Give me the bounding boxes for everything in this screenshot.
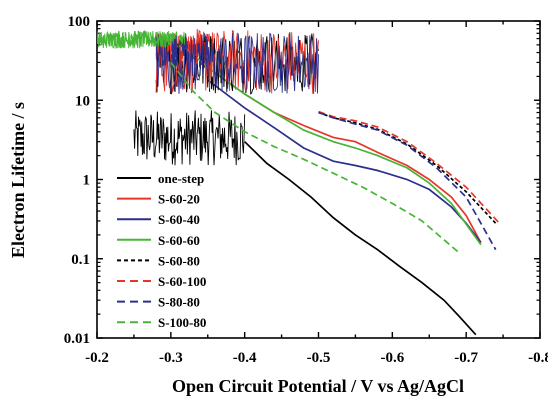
- legend-label-s-60-20: S-60-20: [158, 192, 200, 207]
- x-tick-label: -0.2: [85, 350, 109, 366]
- legend-label-s-60-40: S-60-40: [158, 212, 200, 227]
- legend-label-s-60-100: S-60-100: [158, 274, 206, 289]
- legend-label-s-60-60: S-60-60: [158, 233, 200, 248]
- series-line-s-80-80: [318, 111, 497, 251]
- series-s-60-80: [155, 32, 497, 224]
- y-tick-label: 0.1: [71, 252, 90, 268]
- x-axis-label: Open Circuit Potential / V vs Ag/AgCl: [172, 376, 464, 396]
- y-axis-label: Electron Lifetime / s: [8, 102, 28, 258]
- x-tick-label: -0.8: [528, 350, 548, 366]
- series-line-s-60-20: [214, 72, 482, 244]
- series-noise-one-step: [133, 110, 246, 166]
- tick-labels: -0.2 -0.3 -0.4 -0.5 -0.6 -0.7 -0.8 0.01 0.1 1 10 10…: [64, 14, 548, 366]
- y-tick-label: 10: [75, 93, 90, 109]
- series-line-s-60-100: [318, 110, 501, 224]
- y-tick-label: 100: [68, 14, 91, 30]
- x-tick-label: -0.7: [454, 350, 478, 366]
- series-s-80-80: [155, 31, 497, 251]
- series-noise-s-80-80: [155, 31, 319, 94]
- legend-label-s-60-80: S-60-80: [158, 253, 200, 268]
- x-tick-label: -0.6: [380, 350, 404, 366]
- y-tick-label: 1: [83, 173, 91, 189]
- legend-label-s-80-80: S-80-80: [158, 295, 200, 310]
- series-noise-s-100-80: [97, 29, 172, 49]
- y-tick-label: 0.01: [64, 331, 90, 347]
- series-one-step: [133, 110, 477, 336]
- series-line-s-60-60: [185, 47, 482, 246]
- series-line-s-100-80: [170, 61, 460, 254]
- legend: one-step S-60-20 S-60-40 S-60-60 S-60-80 S-60…: [117, 171, 206, 330]
- series-layer: [97, 28, 501, 336]
- series-line-s-60-80: [318, 111, 497, 224]
- legend-label-one-step: one-step: [158, 171, 204, 186]
- series-line-s-60-40: [207, 79, 482, 244]
- legend-label-s-100-80: S-100-80: [158, 315, 206, 330]
- x-tick-label: -0.4: [233, 350, 257, 366]
- series-line-one-step: [244, 141, 477, 336]
- series-s-100-80: [97, 29, 460, 254]
- x-tick-label: -0.3: [159, 350, 183, 366]
- x-tick-label: -0.5: [307, 350, 331, 366]
